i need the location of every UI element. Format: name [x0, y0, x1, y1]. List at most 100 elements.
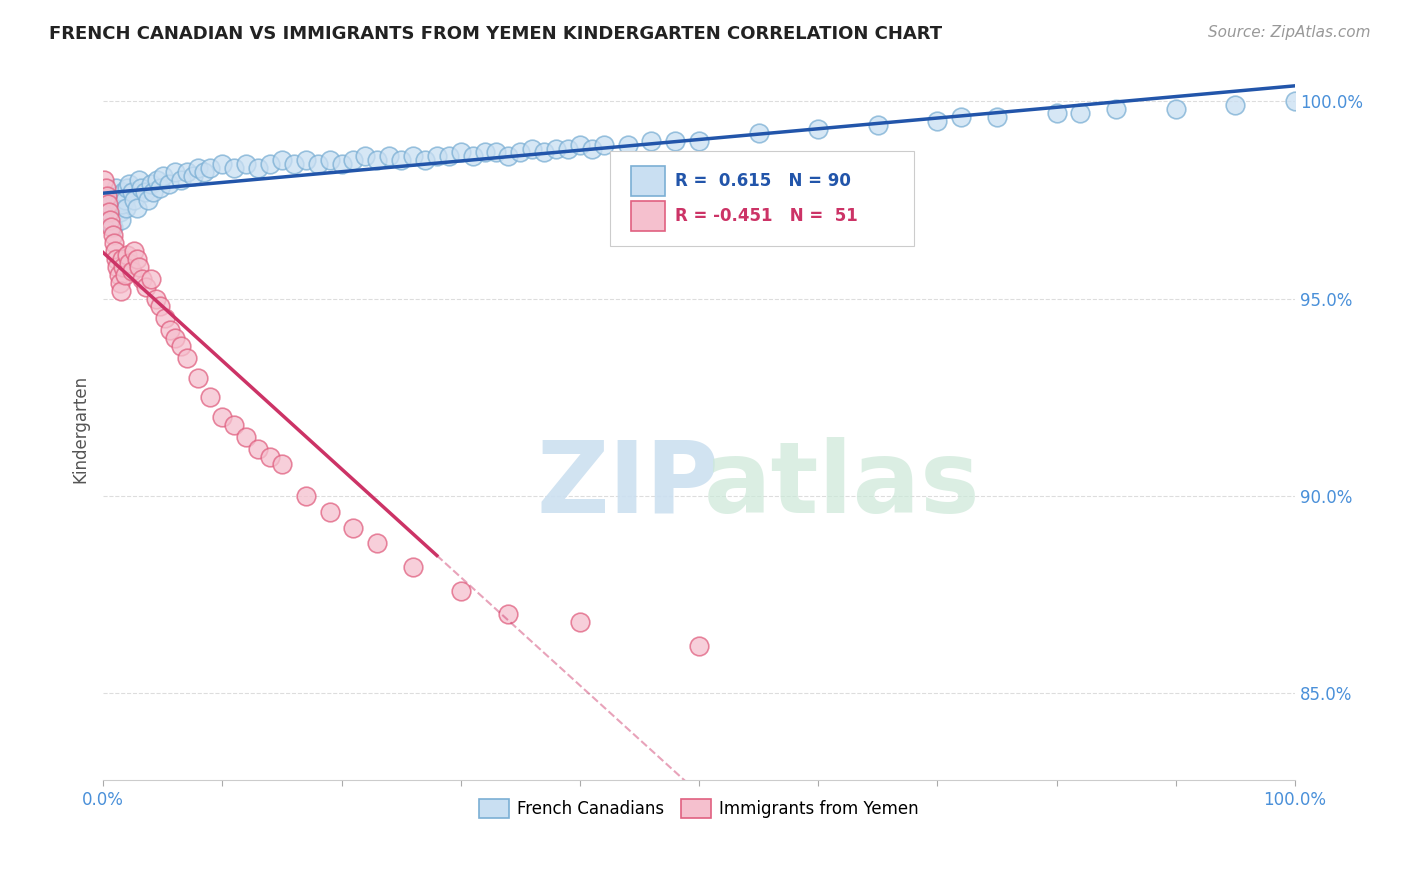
Point: [152, 169, 174, 183]
Point: [98, 212, 121, 227]
Point: [98, 212, 121, 227]
Point: [533, 145, 555, 160]
Point: [107, 196, 129, 211]
Point: [522, 141, 544, 155]
Point: [509, 145, 531, 160]
Text: Source: ZipAtlas.com: Source: ZipAtlas.com: [1208, 25, 1371, 40]
Point: [474, 145, 496, 160]
Point: [101, 220, 124, 235]
Point: [112, 260, 135, 274]
Point: [118, 256, 141, 270]
Point: [103, 204, 125, 219]
Point: [211, 410, 233, 425]
Text: R =  0.615   N = 90: R = 0.615 N = 90: [675, 172, 851, 190]
Point: [592, 137, 614, 152]
Point: [138, 193, 160, 207]
Point: [927, 114, 949, 128]
Point: [125, 252, 148, 266]
Point: [97, 196, 120, 211]
Point: [107, 260, 129, 274]
Point: [176, 165, 198, 179]
Point: [187, 370, 209, 384]
Y-axis label: Kindergarten: Kindergarten: [72, 375, 89, 483]
Point: [110, 212, 132, 227]
Point: [97, 204, 120, 219]
Point: [100, 217, 122, 231]
Point: [128, 173, 150, 187]
Point: [107, 189, 129, 203]
Point: [163, 331, 186, 345]
Point: [437, 149, 460, 163]
Point: [157, 177, 180, 191]
Point: [145, 292, 167, 306]
Point: [115, 248, 138, 262]
Point: [149, 300, 172, 314]
Point: [498, 607, 520, 622]
Point: [568, 137, 591, 152]
Point: [389, 153, 412, 168]
Point: [378, 149, 401, 163]
Point: [131, 272, 153, 286]
Point: [450, 145, 472, 160]
Point: [544, 141, 567, 155]
Point: [581, 141, 603, 155]
Point: [342, 153, 364, 168]
Point: [96, 189, 118, 203]
Text: ZIP: ZIP: [536, 436, 718, 533]
Point: [149, 181, 172, 195]
Point: [294, 489, 316, 503]
Point: [1225, 98, 1247, 112]
Point: [200, 161, 222, 176]
Point: [176, 351, 198, 365]
Point: [169, 339, 191, 353]
Point: [169, 173, 191, 187]
Point: [294, 153, 316, 168]
Point: [114, 193, 136, 207]
Point: [200, 390, 222, 404]
Point: [271, 458, 294, 472]
Point: [224, 417, 246, 432]
Point: [94, 196, 117, 211]
Point: [271, 153, 294, 168]
Text: FRENCH CANADIAN VS IMMIGRANTS FROM YEMEN KINDERGARTEN CORRELATION CHART: FRENCH CANADIAN VS IMMIGRANTS FROM YEMEN…: [49, 25, 942, 43]
Point: [98, 209, 121, 223]
Point: [142, 185, 165, 199]
Point: [366, 536, 388, 550]
Point: [616, 137, 638, 152]
Point: [354, 149, 377, 163]
Point: [748, 126, 770, 140]
Point: [318, 153, 340, 168]
Point: [104, 193, 127, 207]
Point: [108, 204, 131, 219]
Point: [366, 153, 388, 168]
Point: [93, 193, 115, 207]
FancyBboxPatch shape: [610, 152, 914, 246]
Point: [125, 201, 148, 215]
Text: R = -0.451   N =  51: R = -0.451 N = 51: [675, 207, 858, 225]
Point: [664, 134, 686, 148]
Point: [318, 505, 340, 519]
Point: [118, 177, 141, 191]
Point: [104, 244, 127, 259]
Point: [121, 264, 143, 278]
Point: [101, 228, 124, 243]
Point: [402, 560, 425, 574]
Point: [807, 121, 830, 136]
Point: [181, 169, 204, 183]
Point: [866, 118, 889, 132]
Point: [259, 450, 281, 464]
Point: [107, 268, 129, 282]
Point: [105, 181, 128, 195]
Point: [105, 252, 128, 266]
Point: [94, 181, 117, 195]
Point: [986, 110, 1008, 124]
Point: [114, 201, 136, 215]
Point: [1105, 102, 1128, 116]
Point: [247, 442, 270, 456]
FancyBboxPatch shape: [631, 166, 665, 195]
Point: [187, 161, 209, 176]
Point: [112, 185, 135, 199]
Point: [139, 272, 162, 286]
Point: [139, 177, 162, 191]
Legend: French Canadians, Immigrants from Yemen: French Canadians, Immigrants from Yemen: [472, 792, 925, 825]
